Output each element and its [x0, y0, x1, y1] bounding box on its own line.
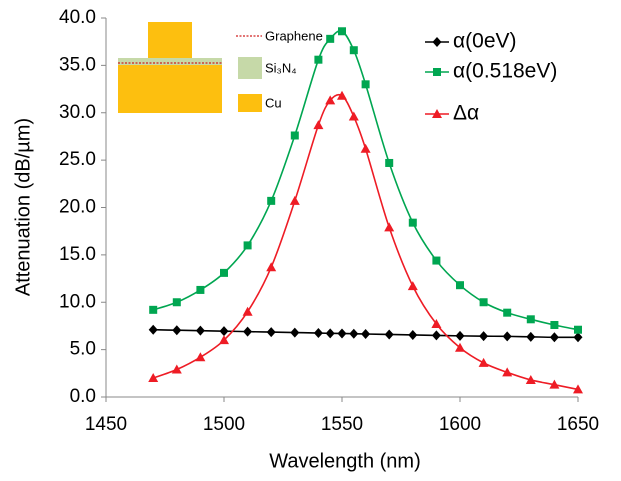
legend-marker: [432, 109, 442, 118]
data-point: [196, 285, 205, 294]
inset-label: Si₃N₄: [265, 60, 297, 75]
x-tick-label: 1550: [321, 414, 363, 435]
legend-label: α(0.518eV): [453, 60, 557, 83]
data-point: [455, 330, 465, 341]
legend-label: Δα: [453, 102, 479, 125]
data-point: [314, 55, 323, 64]
data-point: [325, 328, 335, 339]
data-point: [220, 268, 228, 277]
y-tick-label: 25.0: [59, 149, 96, 170]
y-tick-label: 30.0: [59, 102, 96, 123]
inset: Graphene Si₃N₄ Cu: [118, 22, 323, 113]
data-point: [289, 195, 300, 205]
data-point: [349, 328, 359, 339]
data-point: [326, 34, 335, 43]
data-point: [195, 352, 206, 362]
data-point: [407, 281, 418, 291]
x-axis-title: Wavelength (nm): [269, 450, 421, 472]
data-point: [337, 328, 347, 339]
data-point: [431, 330, 441, 341]
data-point: [195, 325, 205, 336]
data-point: [574, 325, 582, 334]
data-point: [408, 329, 418, 340]
data-point: [479, 298, 488, 307]
x-tick-label: 1600: [439, 414, 481, 435]
data-point: [242, 306, 253, 316]
data-point: [549, 379, 560, 389]
data-point: [550, 320, 559, 329]
data-point: [573, 384, 583, 394]
data-point: [479, 331, 489, 342]
data-point: [267, 196, 276, 205]
data-point: [243, 326, 253, 337]
x-tick-label: 1500: [203, 414, 245, 435]
inset-key-si3n4: [238, 57, 262, 79]
y-tick-label: 35.0: [59, 54, 96, 75]
data-point: [384, 329, 394, 340]
data-point: [219, 326, 229, 337]
y-tick-label: 15.0: [59, 244, 96, 265]
data-point: [431, 319, 442, 329]
y-tick-label: 0.0: [70, 386, 96, 407]
data-point: [478, 357, 489, 367]
data-point: [361, 80, 370, 89]
inset-label: Graphene: [265, 28, 323, 43]
data-point: [348, 111, 359, 121]
series-line: [152, 93, 579, 391]
inset-cu-top: [148, 22, 192, 60]
data-point: [313, 120, 324, 130]
x-tick-label: 1450: [85, 414, 127, 435]
data-point: [266, 262, 277, 272]
y-tick-label: 5.0: [70, 339, 96, 360]
data-point: [219, 335, 229, 345]
data-point: [502, 367, 513, 377]
data-point: [573, 332, 583, 343]
x-tick-label: 1650: [557, 414, 599, 435]
inset-cu-bottom: [118, 65, 222, 113]
data-point: [148, 373, 159, 383]
data-point: [290, 327, 300, 338]
data-point: [337, 90, 347, 100]
data-point: [525, 374, 536, 384]
data-point: [361, 328, 371, 339]
data-point: [526, 315, 535, 324]
inset-key-cu: [238, 94, 262, 112]
data-point: [290, 131, 299, 140]
data-point: [349, 46, 358, 55]
data-point: [432, 256, 441, 265]
data-point: [503, 308, 512, 317]
data-point: [502, 331, 512, 342]
data-point: [549, 332, 559, 343]
data-point: [172, 298, 181, 307]
data-point: [313, 328, 323, 339]
data-point: [338, 27, 346, 36]
inset-si3n4: [118, 58, 222, 65]
data-point: [325, 95, 336, 105]
data-point: [526, 331, 536, 342]
data-point: [243, 241, 252, 250]
legend-marker: [433, 68, 441, 76]
data-point: [384, 222, 395, 232]
data-point: [408, 218, 417, 227]
data-point: [172, 325, 182, 336]
y-tick-label: 20.0: [59, 197, 96, 218]
data-point: [171, 364, 182, 374]
data-point: [360, 143, 371, 153]
legend-label: α(0eV): [453, 30, 517, 53]
y-tick-label: 10.0: [59, 291, 96, 312]
data-point: [385, 158, 394, 167]
inset-label: Cu: [265, 95, 282, 110]
data-point: [148, 324, 158, 335]
legend-marker: [432, 37, 442, 47]
data-point: [149, 305, 158, 314]
data-point: [456, 281, 464, 290]
y-tick-label: 40.0: [59, 7, 96, 28]
data-point: [266, 327, 276, 338]
y-axis-title: Attenuation (dB/µm): [12, 118, 34, 296]
data-point: [455, 342, 465, 352]
